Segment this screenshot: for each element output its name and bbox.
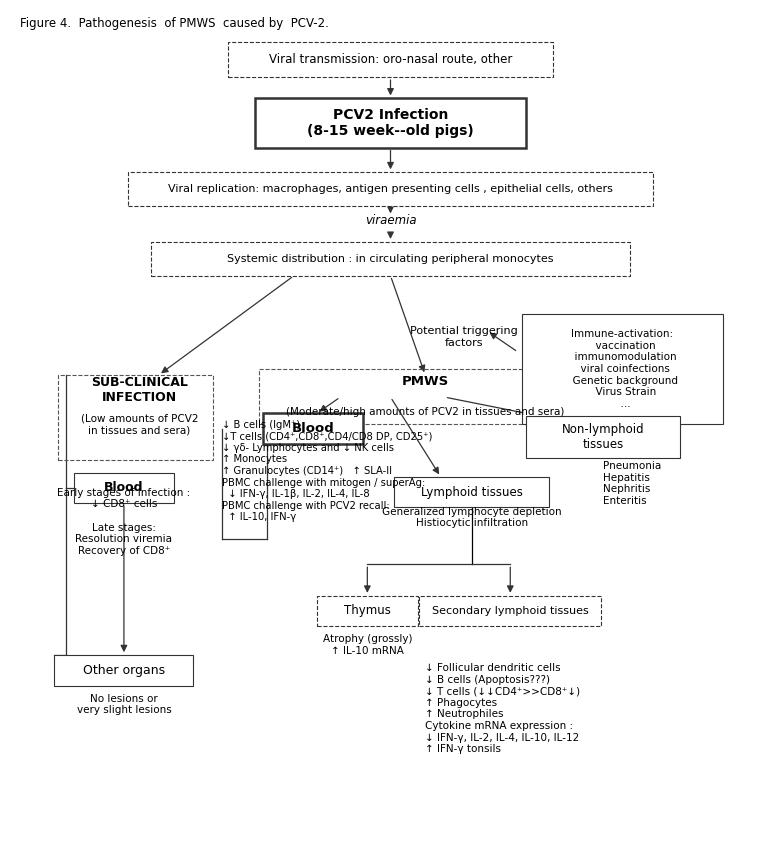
Text: Systemic distribution : in circulating peripheral monocytes: Systemic distribution : in circulating p… xyxy=(227,254,554,264)
Text: Other organs: Other organs xyxy=(83,664,165,677)
Bar xyxy=(151,242,630,276)
Text: Thymus: Thymus xyxy=(344,604,390,617)
Bar xyxy=(419,596,601,626)
Text: Figure 4.  Pathogenesis  of PMWS  caused by  PCV-2.: Figure 4. Pathogenesis of PMWS caused by… xyxy=(20,17,329,30)
Text: viraemia: viraemia xyxy=(365,214,416,227)
Text: Blood: Blood xyxy=(292,422,334,435)
Text: No lesions or
very slight lesions: No lesions or very slight lesions xyxy=(77,693,171,715)
Text: ↓ B cells (IgM⁺)
↓T cells (CD4⁺,CD8⁺,CD4/CD8 DP, CD25⁺)
↓ γδ- Lymphocytes and ↓ : ↓ B cells (IgM⁺) ↓T cells (CD4⁺,CD8⁺,CD4… xyxy=(222,420,433,522)
Text: Blood: Blood xyxy=(104,482,144,494)
Bar xyxy=(263,413,363,444)
Text: Secondary lymphoid tissues: Secondary lymphoid tissues xyxy=(432,606,589,616)
Bar xyxy=(55,655,194,686)
Bar xyxy=(522,314,722,424)
Bar xyxy=(394,476,549,507)
Text: SUB-CLINICAL
INFECTION: SUB-CLINICAL INFECTION xyxy=(91,376,187,405)
Text: Pneumonia
Hepatitis
Nephritis
Enteritis: Pneumonia Hepatitis Nephritis Enteritis xyxy=(603,461,662,506)
Bar xyxy=(59,375,212,460)
Text: Generalized lymphocyte depletion
Histiocytic infiltration: Generalized lymphocyte depletion Histioc… xyxy=(382,506,562,529)
Text: Atrophy (grossly)
↑ IL-10 mRNA: Atrophy (grossly) ↑ IL-10 mRNA xyxy=(323,634,412,656)
Text: Lymphoid tissues: Lymphoid tissues xyxy=(421,486,522,499)
Text: PCV2 Infection
(8-15 week--old pigs): PCV2 Infection (8-15 week--old pigs) xyxy=(307,108,474,138)
Text: (Moderate/high amounts of PCV2 in tissues and sera): (Moderate/high amounts of PCV2 in tissue… xyxy=(286,406,565,417)
Text: (Low amounts of PCV2
in tissues and sera): (Low amounts of PCV2 in tissues and sera… xyxy=(80,413,198,435)
Text: PMWS: PMWS xyxy=(401,375,449,388)
Bar xyxy=(73,472,174,503)
Bar xyxy=(128,172,653,207)
Text: Early stages of infection :
↓ CD8⁺ cells

Late stages:
Resolution viremia
Recove: Early stages of infection : ↓ CD8⁺ cells… xyxy=(57,488,191,556)
Bar xyxy=(526,416,680,458)
Bar xyxy=(317,596,418,626)
Text: Potential triggering
factors: Potential triggering factors xyxy=(410,326,518,348)
Text: Viral transmission: oro-nasal route, other: Viral transmission: oro-nasal route, oth… xyxy=(269,53,512,66)
Text: Non-lymphoid
tissues: Non-lymphoid tissues xyxy=(562,423,644,451)
Text: Viral replication: macrophages, antigen presenting cells , epithelial cells, oth: Viral replication: macrophages, antigen … xyxy=(168,184,613,195)
Text: ↓ Follicular dendritic cells
↓ B cells (Apoptosis???)
↓ T cells (↓↓CD4⁺>>CD8⁺↓)
: ↓ Follicular dendritic cells ↓ B cells (… xyxy=(426,663,580,754)
Bar xyxy=(259,369,583,424)
Bar xyxy=(228,41,553,77)
Text: Immune-activation:
  vaccination
  immunomodulation
  viral coinfections
  Genet: Immune-activation: vaccination immunomod… xyxy=(566,329,679,409)
Bar xyxy=(255,99,526,147)
